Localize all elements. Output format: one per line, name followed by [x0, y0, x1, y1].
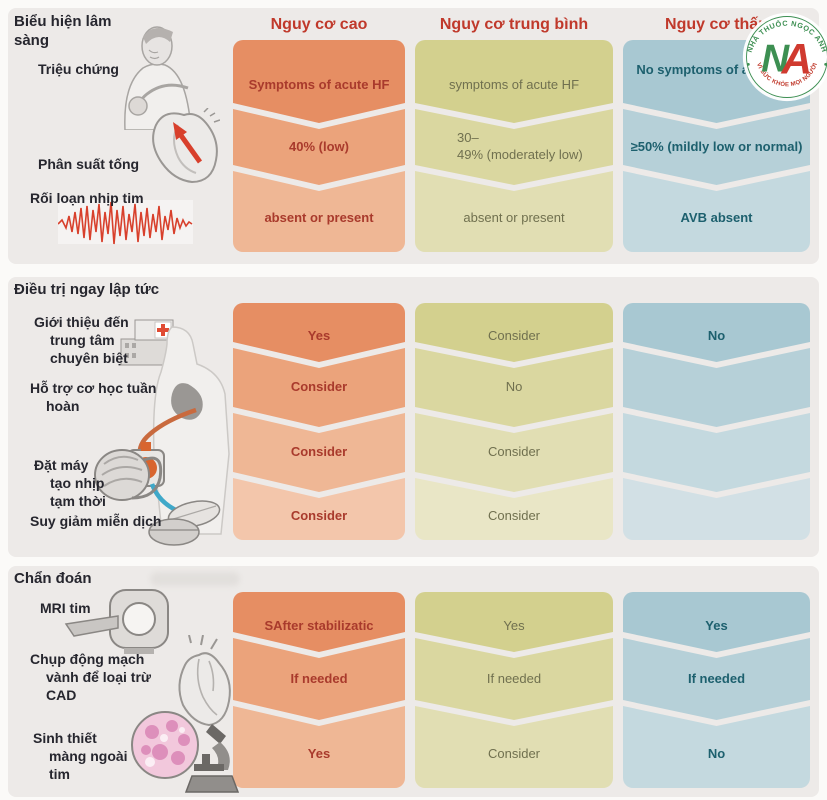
title-diagnosis: Chẩn đoán: [14, 570, 92, 587]
label-arrhythmia: Rối loạn nhịp tim: [30, 190, 144, 206]
pacemaker-icon: [94, 449, 163, 501]
cell-medium-symptoms: symptoms of acute HF: [415, 40, 613, 123]
header-low-risk: Nguy cơ thấp: [665, 16, 768, 33]
pills-icon: [148, 500, 221, 546]
label-mechanical-circulatory-support: Hỗ trợ cơ học tuần hoàn: [30, 380, 157, 415]
title-immediate-treatment: Điều trị ngay lập tức: [14, 281, 160, 298]
cell-high-mri: SAfter stabilizatic: [233, 592, 405, 652]
cell-medium-arrhythmia: absent or present: [415, 171, 613, 252]
header-high-risk: Nguy cơ cao: [270, 16, 368, 33]
cell-medium-referral: Consider: [415, 303, 613, 362]
label-immunosuppression: Suy giảm miễn dịch: [30, 513, 162, 529]
label-ejection-fraction: Phân suất tống: [38, 156, 140, 172]
label-coronary-angiography: Chụp động mạch vành để loại trừ CAD: [30, 651, 152, 704]
histology-sample-icon: [131, 711, 199, 779]
heart-conduction-icon: [152, 108, 220, 184]
cell-low-referral: No: [623, 303, 810, 362]
column-medium-risk-diagnosis: Yes If needed Consider: [415, 592, 613, 788]
mri-scanner-icon: [64, 589, 169, 654]
label-symptoms: Triệu chứng: [38, 61, 119, 77]
cell-high-symptoms: Symptoms of acute HF: [233, 40, 405, 123]
column-high-risk-treatment: Yes Consider Consider Consider: [233, 303, 405, 540]
logo-letter-n: N: [761, 38, 790, 81]
column-low-risk-clinical: No symptoms of acute HF ≥50% (mildly low…: [623, 40, 810, 252]
microscope-icon: [184, 724, 240, 793]
column-high-risk-clinical: Symptoms of acute HF 40% (low) absent or…: [233, 40, 405, 252]
redaction-smudge: [150, 572, 240, 586]
logo-letter-a: A: [780, 36, 812, 83]
heart-anatomy-icon: [178, 635, 231, 727]
column-low-risk-treatment: No: [623, 303, 810, 540]
cell-medium-mri: Yes: [415, 592, 613, 652]
label-referral-specialized-center: Giới thiệu đến trung tâm chuyên biệt: [34, 314, 129, 367]
ngoc-anh-logo: NHÀ THUỐC NGỌC ANH VÌ SỨC KHỎE MỌI NGƯỜI…: [742, 12, 827, 102]
cell-low-mri: Yes: [623, 592, 810, 652]
column-high-risk-diagnosis: SAfter stabilizatic If needed Yes: [233, 592, 405, 788]
column-low-risk-diagnosis: Yes If needed No: [623, 592, 810, 788]
column-medium-risk-clinical: symptoms of acute HF 30– 49% (moderately…: [415, 40, 613, 252]
title-clinical-presentation: Biểu hiện lâm sàng: [14, 13, 112, 49]
column-medium-risk-treatment: Consider No Consider Consider: [415, 303, 613, 540]
cell-high-referral: Yes: [233, 303, 405, 362]
header-medium-risk: Nguy cơ trung bình: [439, 16, 589, 33]
label-temporary-pacemaker: Đặt máy tạo nhịp tạm thời: [34, 457, 106, 510]
label-pericardial-biopsy: Sinh thiết màng ngoài tim: [33, 730, 128, 783]
ecg-waveform-icon: [58, 200, 193, 245]
label-cardiac-mri: MRI tim: [40, 600, 91, 616]
